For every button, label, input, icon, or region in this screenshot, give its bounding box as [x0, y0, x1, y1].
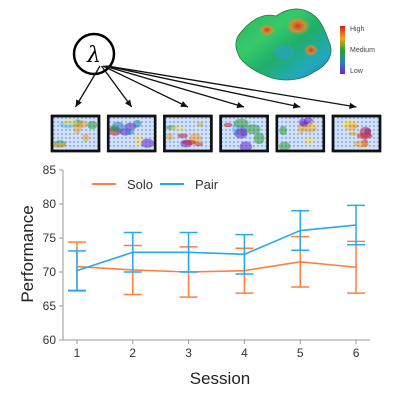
legend-item-pair: Pair: [160, 177, 219, 192]
svg-text:Pair: Pair: [195, 177, 219, 192]
lambda-node: λ: [72, 32, 116, 76]
axes: 60 65 70 75 80 85 1 2 3 4 5 6: [43, 163, 370, 360]
line-chart: 60 65 70 75 80 85 1 2 3 4 5 6 Solo Pair Session Perf…: [18, 163, 370, 388]
legend: Solo Pair: [92, 177, 219, 192]
y-axis-title: Performance: [18, 205, 37, 302]
x-tick-label: 2: [129, 346, 136, 360]
svg-text:Solo: Solo: [127, 177, 153, 192]
series-line: [76, 224, 357, 272]
x-axis-title: Session: [190, 369, 250, 388]
arrow: [102, 65, 189, 108]
series-layer: [67, 204, 366, 298]
arrow: [105, 65, 301, 109]
arrow: [100, 65, 133, 108]
y-tick-label: 60: [43, 333, 57, 347]
arrow: [74, 65, 101, 108]
x-tick-label: 4: [241, 346, 248, 360]
colorbar-label-medium: Medium: [350, 47, 375, 54]
surface-plot-icon: [235, 8, 332, 81]
colorbar-gradient: [340, 26, 345, 74]
heatmap-thumbnails: [50, 114, 382, 153]
x-tick-label: 1: [74, 346, 81, 360]
heatmap-thumbnail: [106, 114, 157, 153]
y-tick-label: 85: [43, 163, 57, 177]
heatmap-thumbnail: [331, 114, 382, 153]
arrows: [74, 65, 357, 110]
heatmap-thumbnail: [275, 114, 326, 153]
y-tick-label: 75: [43, 231, 57, 245]
lambda-symbol: λ: [86, 43, 101, 68]
heatmap-thumbnail: [50, 114, 101, 153]
arrow: [107, 65, 357, 110]
series-pair: [67, 204, 366, 292]
x-tick-label: 6: [353, 346, 360, 360]
heatmap-thumbnail: [163, 114, 213, 153]
heatmap-thumbnail: [219, 114, 269, 153]
series-line: [76, 260, 357, 273]
colorbar-label-high: High: [350, 26, 365, 33]
y-tick-label: 70: [43, 265, 57, 279]
colorbar: High Medium Low: [340, 26, 375, 75]
x-tick-label: 5: [297, 346, 304, 360]
arrow: [104, 65, 245, 109]
y-tick-label: 65: [43, 299, 57, 313]
series-solo: [67, 235, 366, 298]
legend-item-solo: Solo: [92, 177, 153, 192]
colorbar-label-low: Low: [350, 68, 364, 75]
y-tick-label: 80: [43, 197, 57, 211]
x-tick-label: 3: [185, 346, 192, 360]
